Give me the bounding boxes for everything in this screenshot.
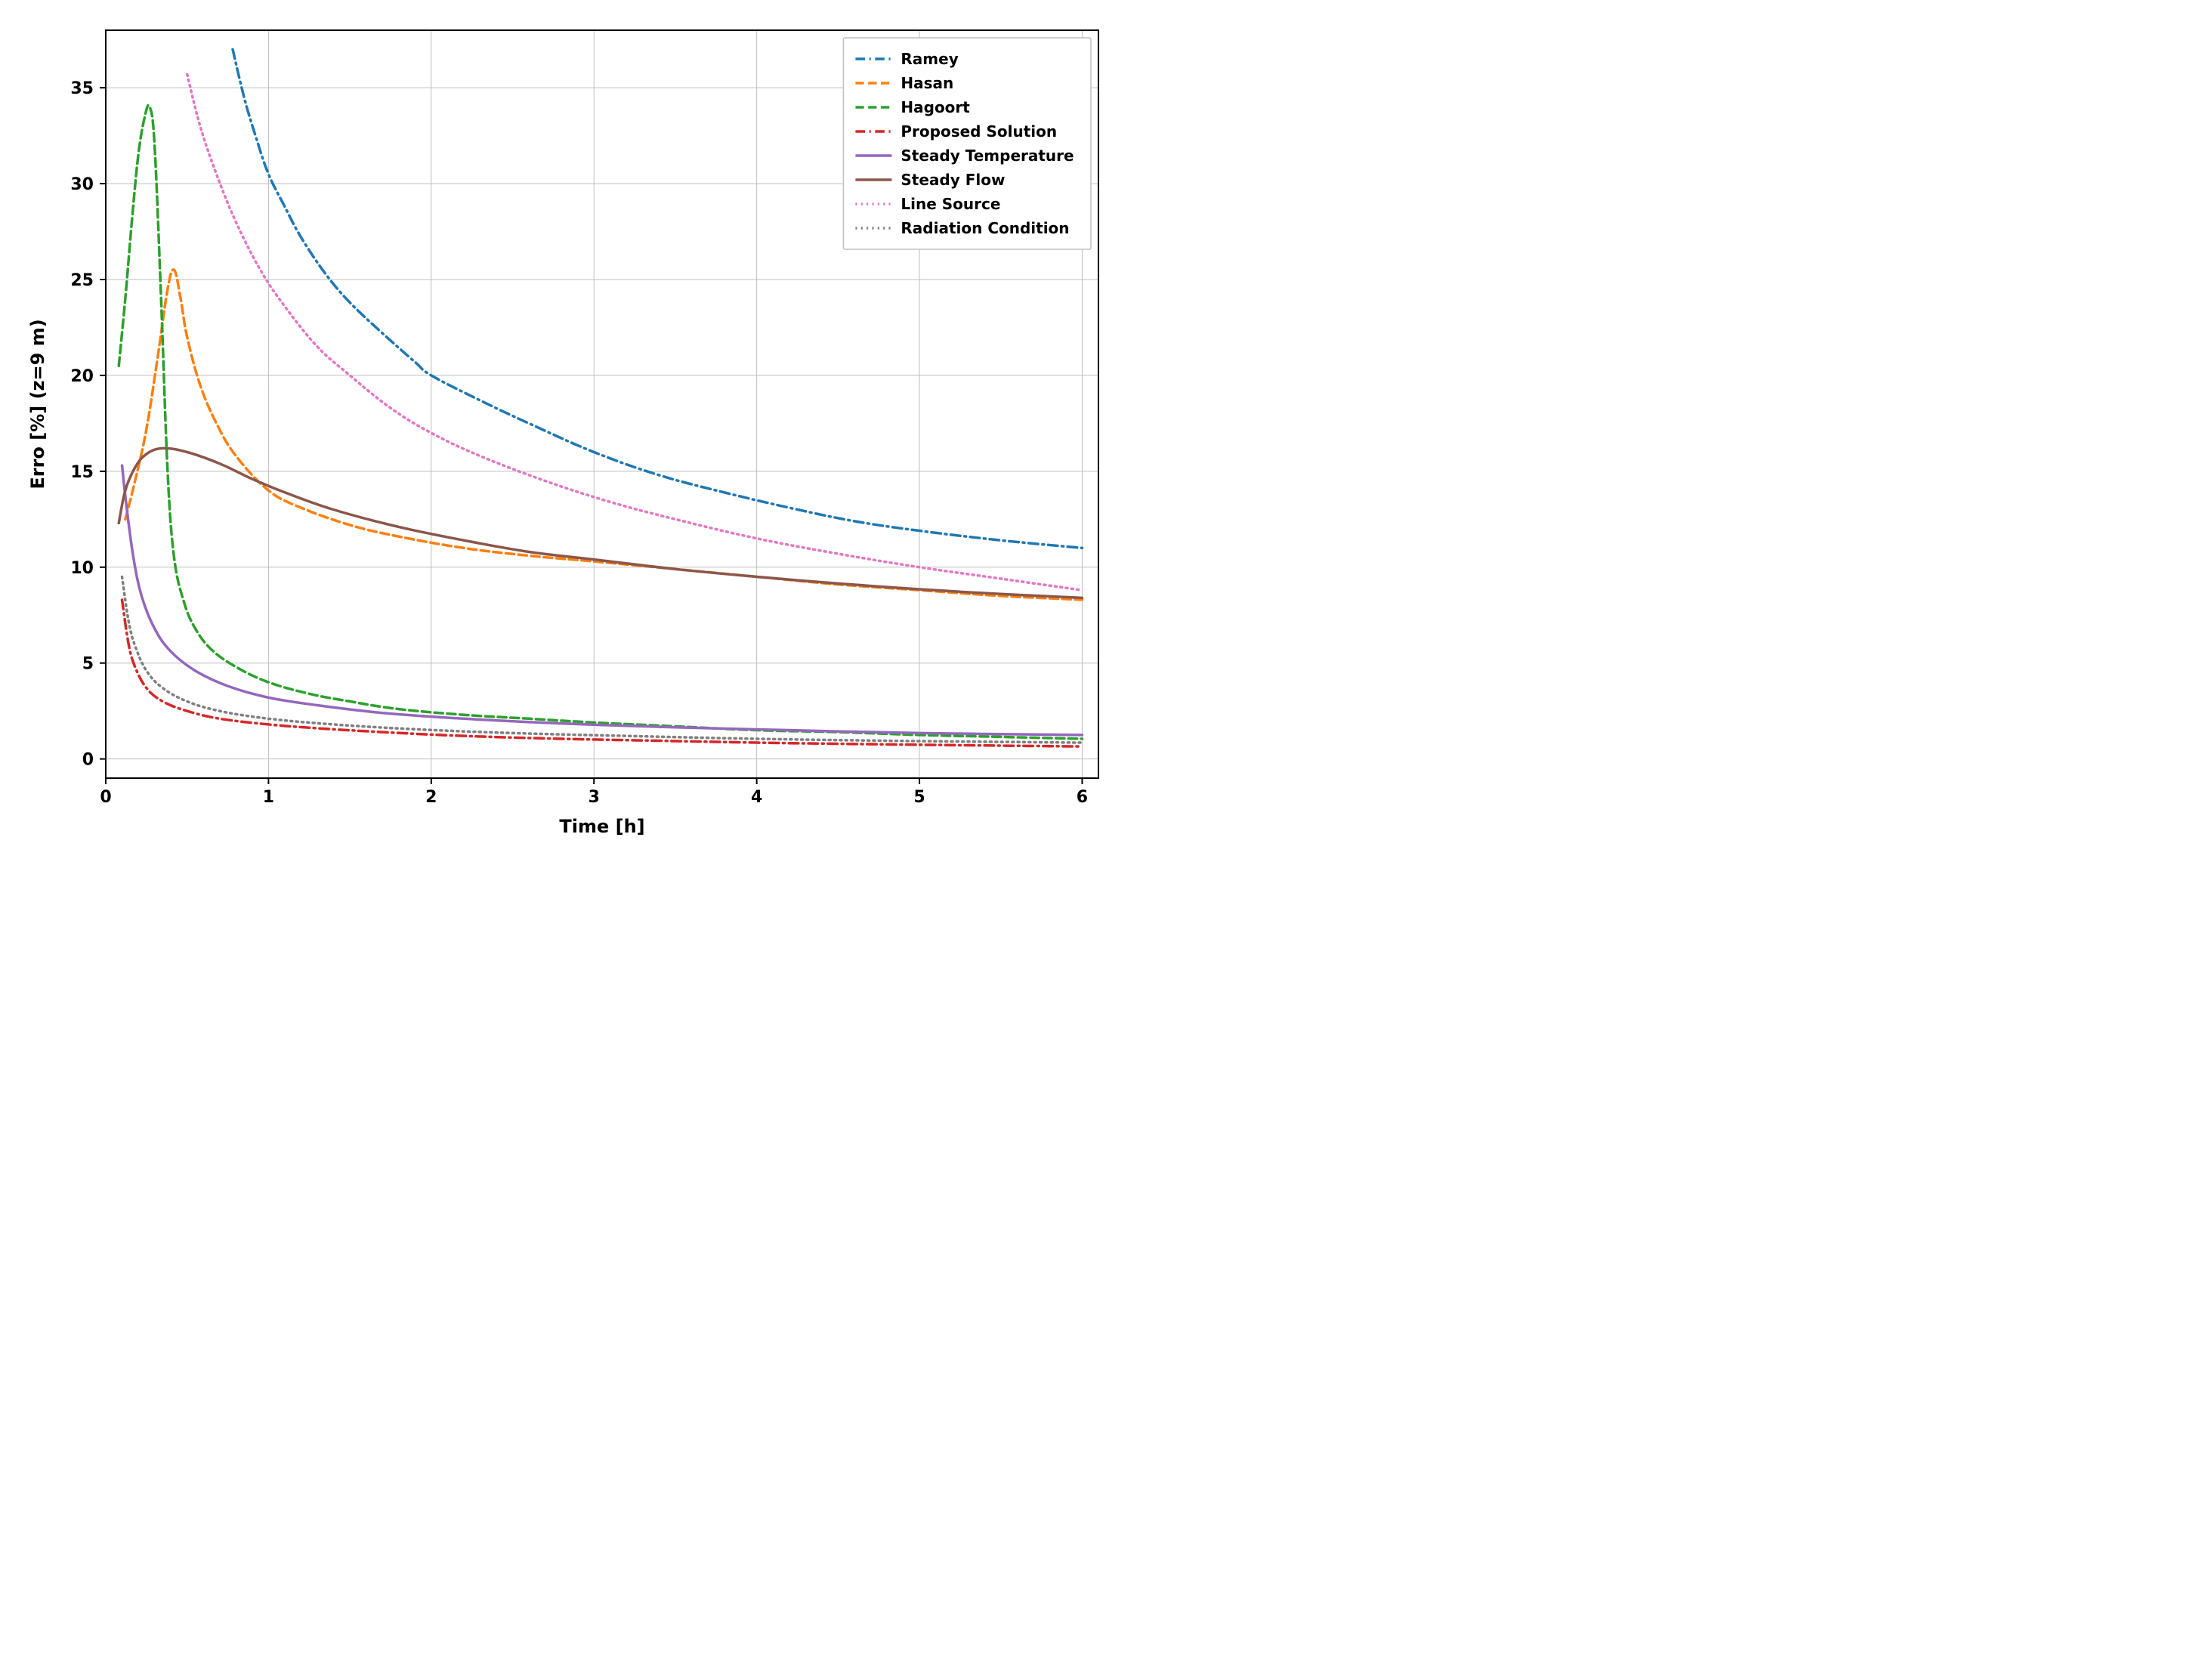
y-axis-label: Erro [%] (z=9 m): [27, 319, 48, 489]
xtick-label: 1: [263, 788, 274, 807]
xtick-label: 5: [913, 788, 925, 807]
chart-container: 0 1 2 3 4 5 6 0 5 10 15 20 25 30 35 Time [h] Erro [%] (z…: [15, 15, 1121, 846]
ytick-label: 20: [70, 367, 94, 386]
legend-label: Ramey: [901, 50, 958, 68]
line-chart: 0 1 2 3 4 5 6 0 5 10 15 20 25 30 35 Time [h] Erro [%] (z…: [15, 15, 1121, 846]
ytick-label: 10: [70, 559, 94, 578]
ytick-label: 0: [82, 751, 94, 770]
ytick-label: 35: [70, 79, 94, 98]
ytick-label: 5: [82, 655, 94, 674]
legend-label: Steady Flow: [901, 171, 1005, 189]
xtick-label: 0: [100, 788, 111, 807]
legend-label: Hagoort: [901, 98, 970, 116]
xtick-label: 4: [751, 788, 762, 807]
legend-label: Hasan: [901, 74, 953, 92]
x-axis-label: Time [h]: [559, 816, 644, 837]
legend-label: Steady Temperature: [901, 147, 1074, 165]
xtick-label: 6: [1077, 788, 1088, 807]
ytick-label: 15: [70, 463, 94, 482]
legend-label: Line Source: [901, 195, 1000, 213]
ytick-label: 25: [70, 271, 94, 290]
legend: Ramey Hasan Hagoort Proposed Solution Steady…: [843, 38, 1091, 249]
xtick-label: 2: [425, 788, 437, 807]
xtick-label: 3: [589, 788, 600, 807]
legend-label: Radiation Condition: [901, 219, 1069, 237]
ytick-label: 30: [70, 175, 94, 194]
legend-label: Proposed Solution: [901, 122, 1057, 141]
